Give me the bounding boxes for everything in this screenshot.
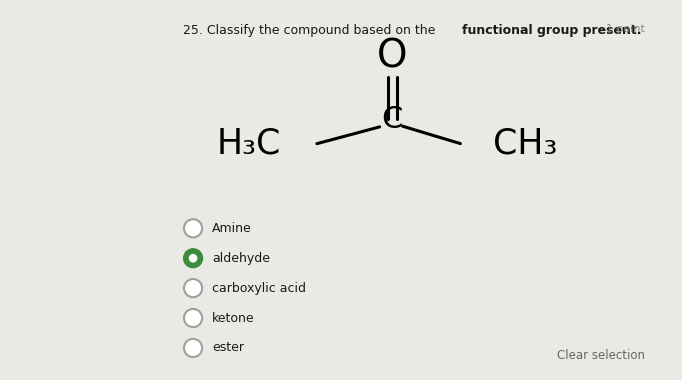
Text: CH₃: CH₃ bbox=[493, 126, 558, 160]
Text: C: C bbox=[382, 105, 403, 134]
Text: H₃C: H₃C bbox=[217, 126, 282, 160]
Ellipse shape bbox=[184, 219, 202, 238]
Ellipse shape bbox=[184, 309, 202, 327]
Ellipse shape bbox=[184, 279, 202, 297]
Text: ketone: ketone bbox=[212, 312, 255, 325]
Text: O: O bbox=[377, 38, 408, 76]
Text: 1 point: 1 point bbox=[606, 24, 644, 34]
Text: aldehyde: aldehyde bbox=[212, 252, 270, 265]
Text: ester: ester bbox=[212, 342, 244, 355]
Text: carboxylic acid: carboxylic acid bbox=[212, 282, 306, 294]
Text: Clear selection: Clear selection bbox=[557, 349, 644, 362]
Text: Amine: Amine bbox=[212, 222, 252, 235]
Ellipse shape bbox=[184, 249, 202, 267]
Text: 25. Classify the compound based on the: 25. Classify the compound based on the bbox=[183, 24, 439, 37]
Ellipse shape bbox=[190, 255, 196, 262]
Text: functional group present.: functional group present. bbox=[462, 24, 642, 37]
Ellipse shape bbox=[184, 339, 202, 357]
